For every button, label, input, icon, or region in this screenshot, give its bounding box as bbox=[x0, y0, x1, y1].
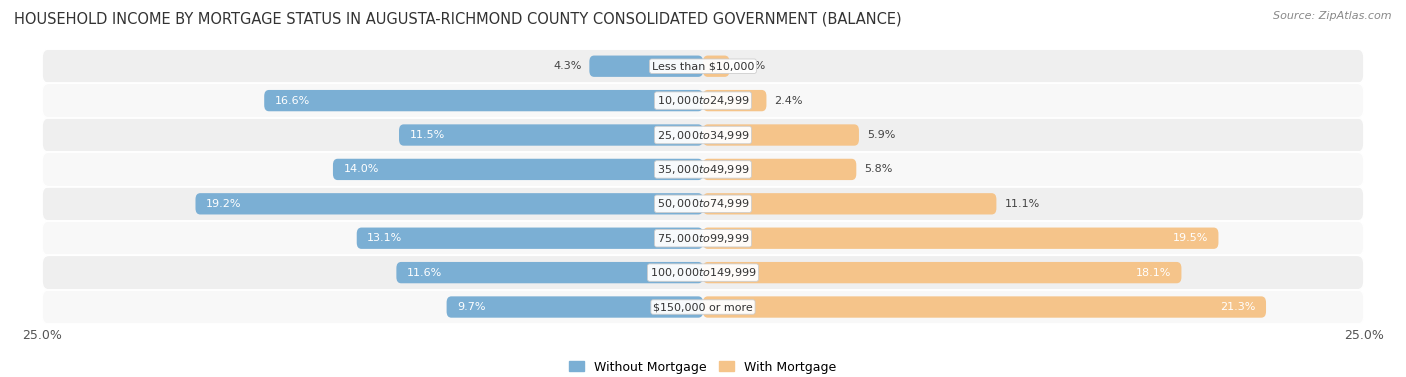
Text: 9.7%: 9.7% bbox=[457, 302, 485, 312]
FancyBboxPatch shape bbox=[42, 221, 1364, 256]
Text: $25,000 to $34,999: $25,000 to $34,999 bbox=[657, 129, 749, 141]
FancyBboxPatch shape bbox=[42, 83, 1364, 118]
FancyBboxPatch shape bbox=[42, 49, 1364, 83]
FancyBboxPatch shape bbox=[399, 124, 703, 146]
FancyBboxPatch shape bbox=[333, 159, 703, 180]
Text: 18.1%: 18.1% bbox=[1136, 268, 1171, 277]
FancyBboxPatch shape bbox=[42, 152, 1364, 187]
FancyBboxPatch shape bbox=[703, 90, 766, 111]
Text: 11.6%: 11.6% bbox=[406, 268, 443, 277]
FancyBboxPatch shape bbox=[42, 290, 1364, 324]
FancyBboxPatch shape bbox=[703, 55, 730, 77]
Text: $35,000 to $49,999: $35,000 to $49,999 bbox=[657, 163, 749, 176]
FancyBboxPatch shape bbox=[42, 187, 1364, 221]
Text: $150,000 or more: $150,000 or more bbox=[654, 302, 752, 312]
Text: 4.3%: 4.3% bbox=[553, 61, 582, 71]
FancyBboxPatch shape bbox=[703, 159, 856, 180]
Text: 5.8%: 5.8% bbox=[865, 164, 893, 175]
FancyBboxPatch shape bbox=[703, 296, 1265, 318]
Text: 11.5%: 11.5% bbox=[409, 130, 444, 140]
Text: 5.9%: 5.9% bbox=[868, 130, 896, 140]
Text: 19.5%: 19.5% bbox=[1173, 233, 1208, 243]
Text: 1.0%: 1.0% bbox=[737, 61, 766, 71]
FancyBboxPatch shape bbox=[396, 262, 703, 283]
FancyBboxPatch shape bbox=[357, 228, 703, 249]
FancyBboxPatch shape bbox=[264, 90, 703, 111]
Text: $50,000 to $74,999: $50,000 to $74,999 bbox=[657, 197, 749, 210]
Text: $100,000 to $149,999: $100,000 to $149,999 bbox=[650, 266, 756, 279]
FancyBboxPatch shape bbox=[195, 193, 703, 215]
FancyBboxPatch shape bbox=[447, 296, 703, 318]
Text: HOUSEHOLD INCOME BY MORTGAGE STATUS IN AUGUSTA-RICHMOND COUNTY CONSOLIDATED GOVE: HOUSEHOLD INCOME BY MORTGAGE STATUS IN A… bbox=[14, 11, 901, 26]
Legend: Without Mortgage, With Mortgage: Without Mortgage, With Mortgage bbox=[564, 356, 842, 377]
Text: 13.1%: 13.1% bbox=[367, 233, 402, 243]
FancyBboxPatch shape bbox=[42, 118, 1364, 152]
FancyBboxPatch shape bbox=[703, 124, 859, 146]
Text: 21.3%: 21.3% bbox=[1220, 302, 1256, 312]
FancyBboxPatch shape bbox=[42, 256, 1364, 290]
Text: 16.6%: 16.6% bbox=[274, 96, 311, 106]
Text: 14.0%: 14.0% bbox=[343, 164, 378, 175]
Text: 11.1%: 11.1% bbox=[1004, 199, 1039, 209]
FancyBboxPatch shape bbox=[589, 55, 703, 77]
FancyBboxPatch shape bbox=[703, 228, 1219, 249]
Text: Source: ZipAtlas.com: Source: ZipAtlas.com bbox=[1274, 11, 1392, 21]
Text: 19.2%: 19.2% bbox=[207, 199, 242, 209]
FancyBboxPatch shape bbox=[703, 193, 997, 215]
Text: $10,000 to $24,999: $10,000 to $24,999 bbox=[657, 94, 749, 107]
FancyBboxPatch shape bbox=[703, 262, 1181, 283]
Text: $75,000 to $99,999: $75,000 to $99,999 bbox=[657, 232, 749, 245]
Text: 2.4%: 2.4% bbox=[775, 96, 803, 106]
Text: Less than $10,000: Less than $10,000 bbox=[652, 61, 754, 71]
